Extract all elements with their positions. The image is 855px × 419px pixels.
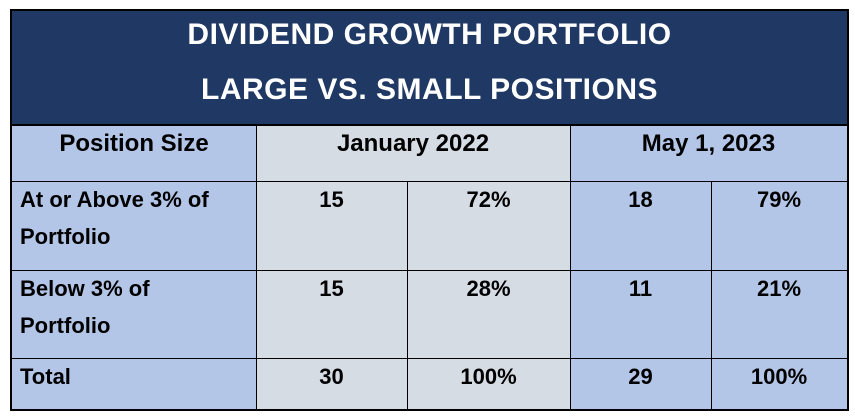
header-position-size: Position Size xyxy=(12,126,256,181)
row-label-line-1: At or Above 3% of xyxy=(20,187,209,212)
cell-may-2023-percent: 79% xyxy=(711,181,847,270)
cell-jan-2022-count: 15 xyxy=(256,181,407,270)
row-label-above-3pct: At or Above 3% of Portfolio xyxy=(12,181,256,270)
grid-line xyxy=(12,358,847,359)
grid-line xyxy=(570,126,571,409)
grid-line xyxy=(12,270,847,271)
header-january-2022: January 2022 xyxy=(256,126,570,181)
title-band: DIVIDEND GROWTH PORTFOLIO LARGE VS. SMAL… xyxy=(12,11,847,126)
cell-jan-2022-count: 30 xyxy=(256,358,407,409)
grid-line xyxy=(256,126,257,409)
cell-may-2023-percent: 100% xyxy=(711,358,847,409)
grid-line xyxy=(12,181,847,182)
grid-line xyxy=(711,181,712,409)
row-label-below-3pct: Below 3% of Portfolio xyxy=(12,270,256,358)
cell-jan-2022-percent: 72% xyxy=(407,181,570,270)
row-label-line-2: Portfolio xyxy=(20,224,111,249)
header-may-2023: May 1, 2023 xyxy=(570,126,847,181)
cell-jan-2022-percent: 28% xyxy=(407,270,570,358)
row-label-line-2: Portfolio xyxy=(20,313,111,338)
cell-jan-2022-count: 15 xyxy=(256,270,407,358)
portfolio-table: DIVIDEND GROWTH PORTFOLIO LARGE VS. SMAL… xyxy=(10,9,849,411)
cell-may-2023-percent: 21% xyxy=(711,270,847,358)
row-label-total: Total xyxy=(12,358,256,409)
cell-jan-2022-percent: 100% xyxy=(407,358,570,409)
cell-may-2023-count: 18 xyxy=(570,181,711,270)
row-label-line-1: Total xyxy=(20,364,71,389)
cell-may-2023-count: 29 xyxy=(570,358,711,409)
row-label-line-1: Below 3% of xyxy=(20,276,150,301)
grid-line xyxy=(407,181,408,409)
table-title-line-2: LARGE VS. SMALL POSITIONS xyxy=(201,73,658,106)
table-title-line-1: DIVIDEND GROWTH PORTFOLIO xyxy=(187,18,672,51)
cell-may-2023-count: 11 xyxy=(570,270,711,358)
